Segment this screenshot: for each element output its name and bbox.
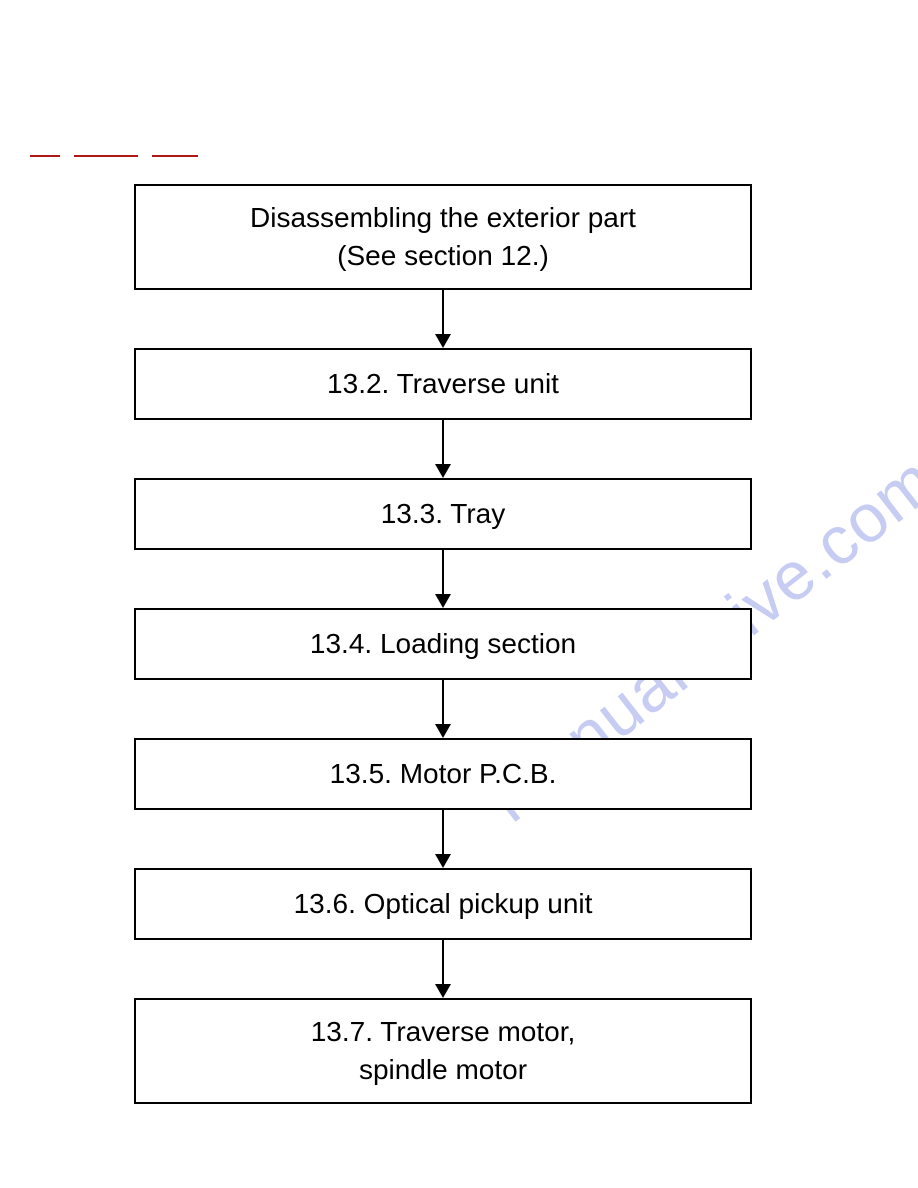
arrow-head-icon — [435, 594, 451, 608]
red-seg-1 — [30, 155, 60, 157]
red-underline — [30, 155, 198, 157]
flow-arrow — [435, 810, 451, 868]
flow-arrow — [435, 550, 451, 608]
arrow-line — [442, 940, 445, 986]
arrow-line — [442, 810, 445, 856]
arrow-head-icon — [435, 464, 451, 478]
red-seg-3 — [152, 155, 198, 157]
flow-arrow — [435, 420, 451, 478]
arrow-line — [442, 550, 445, 596]
flow-arrow — [435, 940, 451, 998]
arrow-line — [442, 420, 445, 466]
red-seg-2 — [74, 155, 138, 157]
arrow-line — [442, 680, 445, 726]
arrow-head-icon — [435, 854, 451, 868]
flow-node-label: Disassembling the exterior part (See sec… — [250, 199, 636, 275]
flow-arrow — [435, 290, 451, 348]
flow-arrow — [435, 680, 451, 738]
flow-node-label: 13.6. Optical pickup unit — [294, 885, 593, 923]
flow-node-optical-pickup: 13.6. Optical pickup unit — [134, 868, 752, 940]
arrow-head-icon — [435, 334, 451, 348]
flow-node-label: 13.2. Traverse unit — [327, 365, 559, 403]
flow-node-exterior: Disassembling the exterior part (See sec… — [134, 184, 752, 290]
arrow-head-icon — [435, 984, 451, 998]
flow-node-tray: 13.3. Tray — [134, 478, 752, 550]
flow-node-label: 13.4. Loading section — [310, 625, 576, 663]
arrow-line — [442, 290, 445, 336]
flow-node-label: 13.7. Traverse motor, spindle motor — [311, 1013, 576, 1089]
flow-node-motor-pcb: 13.5. Motor P.C.B. — [134, 738, 752, 810]
flow-node-traverse-motor: 13.7. Traverse motor, spindle motor — [134, 998, 752, 1104]
flow-node-label: 13.5. Motor P.C.B. — [330, 755, 557, 793]
flow-node-traverse-unit: 13.2. Traverse unit — [134, 348, 752, 420]
flow-node-loading-section: 13.4. Loading section — [134, 608, 752, 680]
flow-node-label: 13.3. Tray — [381, 495, 506, 533]
flowchart: Disassembling the exterior part (See sec… — [134, 184, 752, 1104]
arrow-head-icon — [435, 724, 451, 738]
